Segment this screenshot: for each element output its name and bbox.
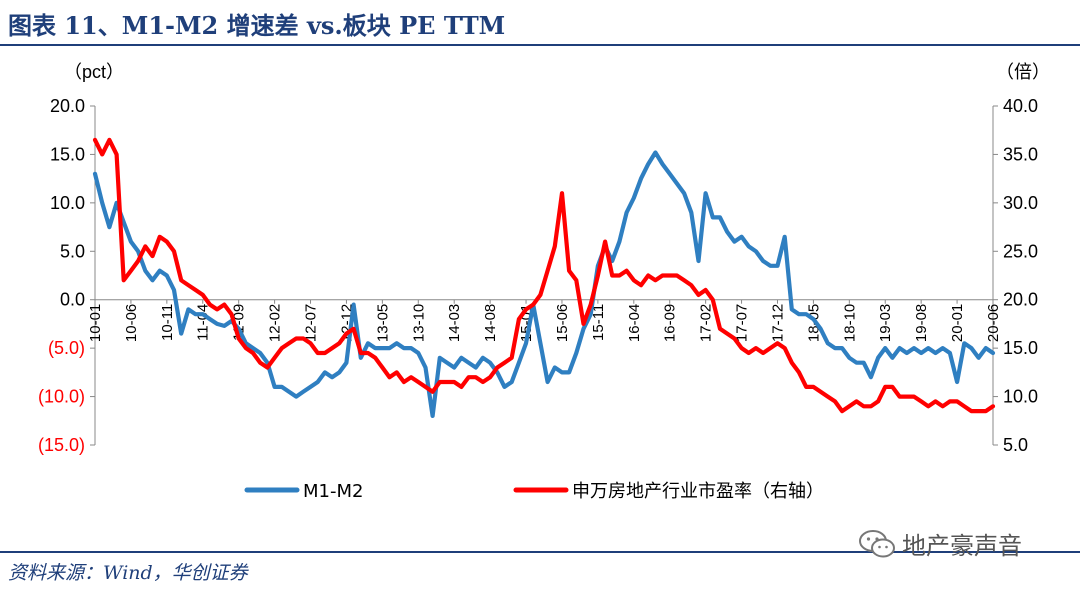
x-tick-label: 15-11 <box>590 304 607 341</box>
chart-title: 图表 11、M1-M2 增速差 vs.板块 PE TTM <box>8 11 506 40</box>
right-tick-label: 40.0 <box>1003 96 1038 116</box>
watermark: 地产豪声音 <box>858 526 1022 561</box>
right-tick-label: 5.0 <box>1003 435 1028 455</box>
left-tick-label: 10.0 <box>50 193 85 213</box>
x-tick-label: 20-06 <box>985 304 1002 342</box>
legend-label: M1-M2 <box>303 481 363 502</box>
series-line-pe-ttm <box>92 137 996 414</box>
right-tick-label: 10.0 <box>1003 387 1038 407</box>
left-axis-ticks: 20.0 15.0 10.0 5.0 0.0 (5.0) (10.0) (15.0) <box>38 96 95 455</box>
left-tick-label: 0.0 <box>60 290 85 310</box>
x-tick-label: 10-01 <box>87 304 104 342</box>
chart-series <box>92 137 996 418</box>
x-axis-ticks: 10-01 10-06 10-11 11-04 11-09 12-02 12-07 12-12… <box>87 299 1002 342</box>
x-tick-label: 17-02 <box>698 304 715 342</box>
x-tick-label: 12-02 <box>267 304 284 342</box>
wechat-icon <box>859 529 895 557</box>
x-tick-label: 17-07 <box>734 304 751 342</box>
left-tick-label: 15.0 <box>50 144 85 164</box>
right-tick-label: 30.0 <box>1003 193 1038 213</box>
x-tick-label: 12-07 <box>303 304 320 342</box>
left-tick-label: 5.0 <box>60 241 85 261</box>
x-tick-label: 13-10 <box>410 304 427 342</box>
footer-divider <box>0 551 1080 553</box>
chart-axes: （pct） （倍） <box>64 62 1050 445</box>
x-tick-label: 16-09 <box>662 304 679 342</box>
source-note: 资料来源：Wind，华创证券 <box>8 562 248 584</box>
x-tick-label: 13-05 <box>374 304 391 342</box>
right-tick-label: 25.0 <box>1003 241 1038 261</box>
x-tick-label: 10-11 <box>159 304 176 341</box>
right-tick-label: 35.0 <box>1003 144 1038 164</box>
left-tick-label: (10.0) <box>38 387 85 407</box>
right-tick-label: 20.0 <box>1003 290 1038 310</box>
left-tick-label: 20.0 <box>50 96 85 116</box>
x-tick-label: 16-04 <box>626 304 643 342</box>
left-tick-label: (15.0) <box>38 435 85 455</box>
right-axis-ticks: 40.0 35.0 30.0 25.0 20.0 15.0 10.0 5.0 <box>993 96 1038 455</box>
x-tick-label: 18-10 <box>841 304 858 342</box>
x-tick-label: 19-03 <box>877 304 894 342</box>
x-tick-label: 19-08 <box>913 304 930 342</box>
x-tick-label: 17-12 <box>769 304 786 342</box>
right-axis-unit: （倍） <box>996 62 1050 82</box>
x-tick-label: 14-08 <box>482 304 499 342</box>
line-chart: （pct） （倍） 20.0 15.0 10.0 5.0 0.0 (5.0) (10.0) (1… <box>38 62 1050 502</box>
left-tick-label: (5.0) <box>48 338 85 358</box>
x-tick-label: 14-03 <box>446 304 463 342</box>
right-tick-label: 15.0 <box>1003 338 1038 358</box>
series-line-m1-m2 <box>92 150 996 418</box>
chart-legend: M1-M2 申万房地产行业市盈率（右轴） <box>244 481 824 502</box>
x-tick-label: 20-01 <box>949 304 966 342</box>
x-tick-label: 11-04 <box>195 304 212 341</box>
x-tick-label: 10-06 <box>123 304 140 342</box>
legend-label: 申万房地产行业市盈率（右轴） <box>572 481 824 502</box>
watermark-text: 地产豪声音 <box>902 532 1022 560</box>
x-tick-label: 15-06 <box>554 304 571 342</box>
left-axis-unit: （pct） <box>64 62 124 82</box>
title-divider <box>0 44 1080 46</box>
